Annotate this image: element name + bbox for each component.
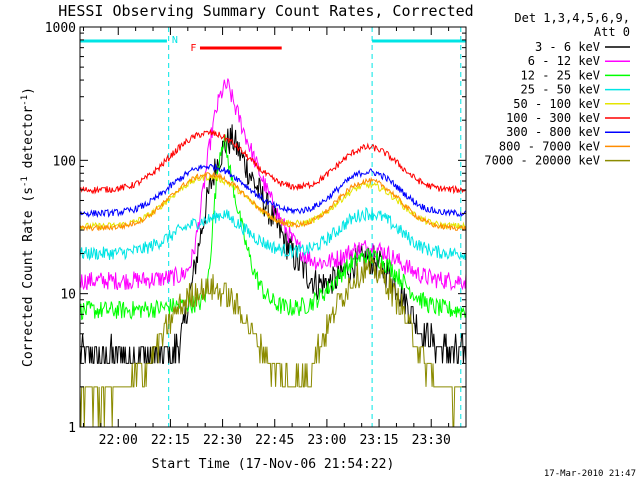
- x-tick-label: 23:30: [412, 433, 451, 448]
- y-axis-label-main: Corrected Count Rate (s: [21, 187, 36, 367]
- axes: 22:00 22:15 22:30 22:45 23:00 23:15 23:30 1 10 10…: [45, 21, 467, 448]
- annotation-f: F: [190, 43, 196, 54]
- y-axis-label-mid: detector: [21, 106, 36, 177]
- x-tick-label: 23:00: [307, 433, 346, 448]
- plot-frame: [79, 26, 467, 428]
- y-tick-label: 10: [60, 288, 76, 303]
- footer-date: 17-Mar-2010 21:47: [544, 469, 636, 479]
- legend-header-line1: Det 1,3,4,5,6,9,: [514, 11, 630, 25]
- series-line: [79, 163, 467, 218]
- annotations: NF: [172, 35, 196, 54]
- y-axis-label-end: ): [21, 87, 36, 95]
- legend-item-label: 7000 - 20000 keV: [484, 154, 600, 168]
- plot-area: 22:00 22:15 22:30 22:45 23:00 23:15 23:30 1 10 10…: [45, 21, 467, 448]
- y-axis-label-sup1: -1: [20, 176, 30, 187]
- legend-item-label: 25 - 50 keV: [521, 83, 600, 97]
- legend-item-label: 100 - 300 keV: [506, 111, 600, 125]
- legend-item-label: 6 - 12 keV: [528, 54, 600, 68]
- x-tick-label: 22:15: [151, 433, 190, 448]
- y-axis-label: Corrected Count Rate (s-1 detector-1): [20, 87, 36, 367]
- series-lines: [79, 78, 467, 428]
- y-tick-label: 100: [53, 154, 76, 169]
- legend-item-label: 12 - 25 keV: [521, 68, 600, 82]
- series-line: [79, 78, 467, 292]
- x-tick-label: 23:15: [359, 433, 398, 448]
- legend-item-label: 3 - 6 keV: [535, 40, 600, 54]
- legend-header-line2: Att 0: [594, 25, 630, 39]
- y-tick-label: 1: [68, 421, 76, 436]
- y-axis-label-sup2: -1: [20, 95, 30, 106]
- x-tick-label: 22:45: [255, 433, 294, 448]
- x-axis-label: Start Time (17-Nov-06 21:54:22): [152, 457, 395, 472]
- annotation-n: N: [172, 35, 178, 46]
- chart-title: HESSI Observing Summary Count Rates, Cor…: [58, 2, 473, 20]
- series-line: [79, 133, 467, 321]
- series-line: [79, 256, 466, 428]
- series-line: [79, 206, 467, 261]
- legend-item-label: 50 - 100 keV: [513, 97, 600, 111]
- y-tick-label: 1000: [45, 21, 76, 36]
- series-line: [79, 171, 467, 232]
- x-tick-label: 22:00: [99, 433, 138, 448]
- night-indicators: [80, 27, 466, 427]
- x-tick-label: 22:30: [203, 433, 242, 448]
- series-line: [79, 128, 467, 195]
- legend-item-label: 800 - 7000 keV: [499, 139, 600, 153]
- legend-item-label: 300 - 800 keV: [506, 125, 600, 139]
